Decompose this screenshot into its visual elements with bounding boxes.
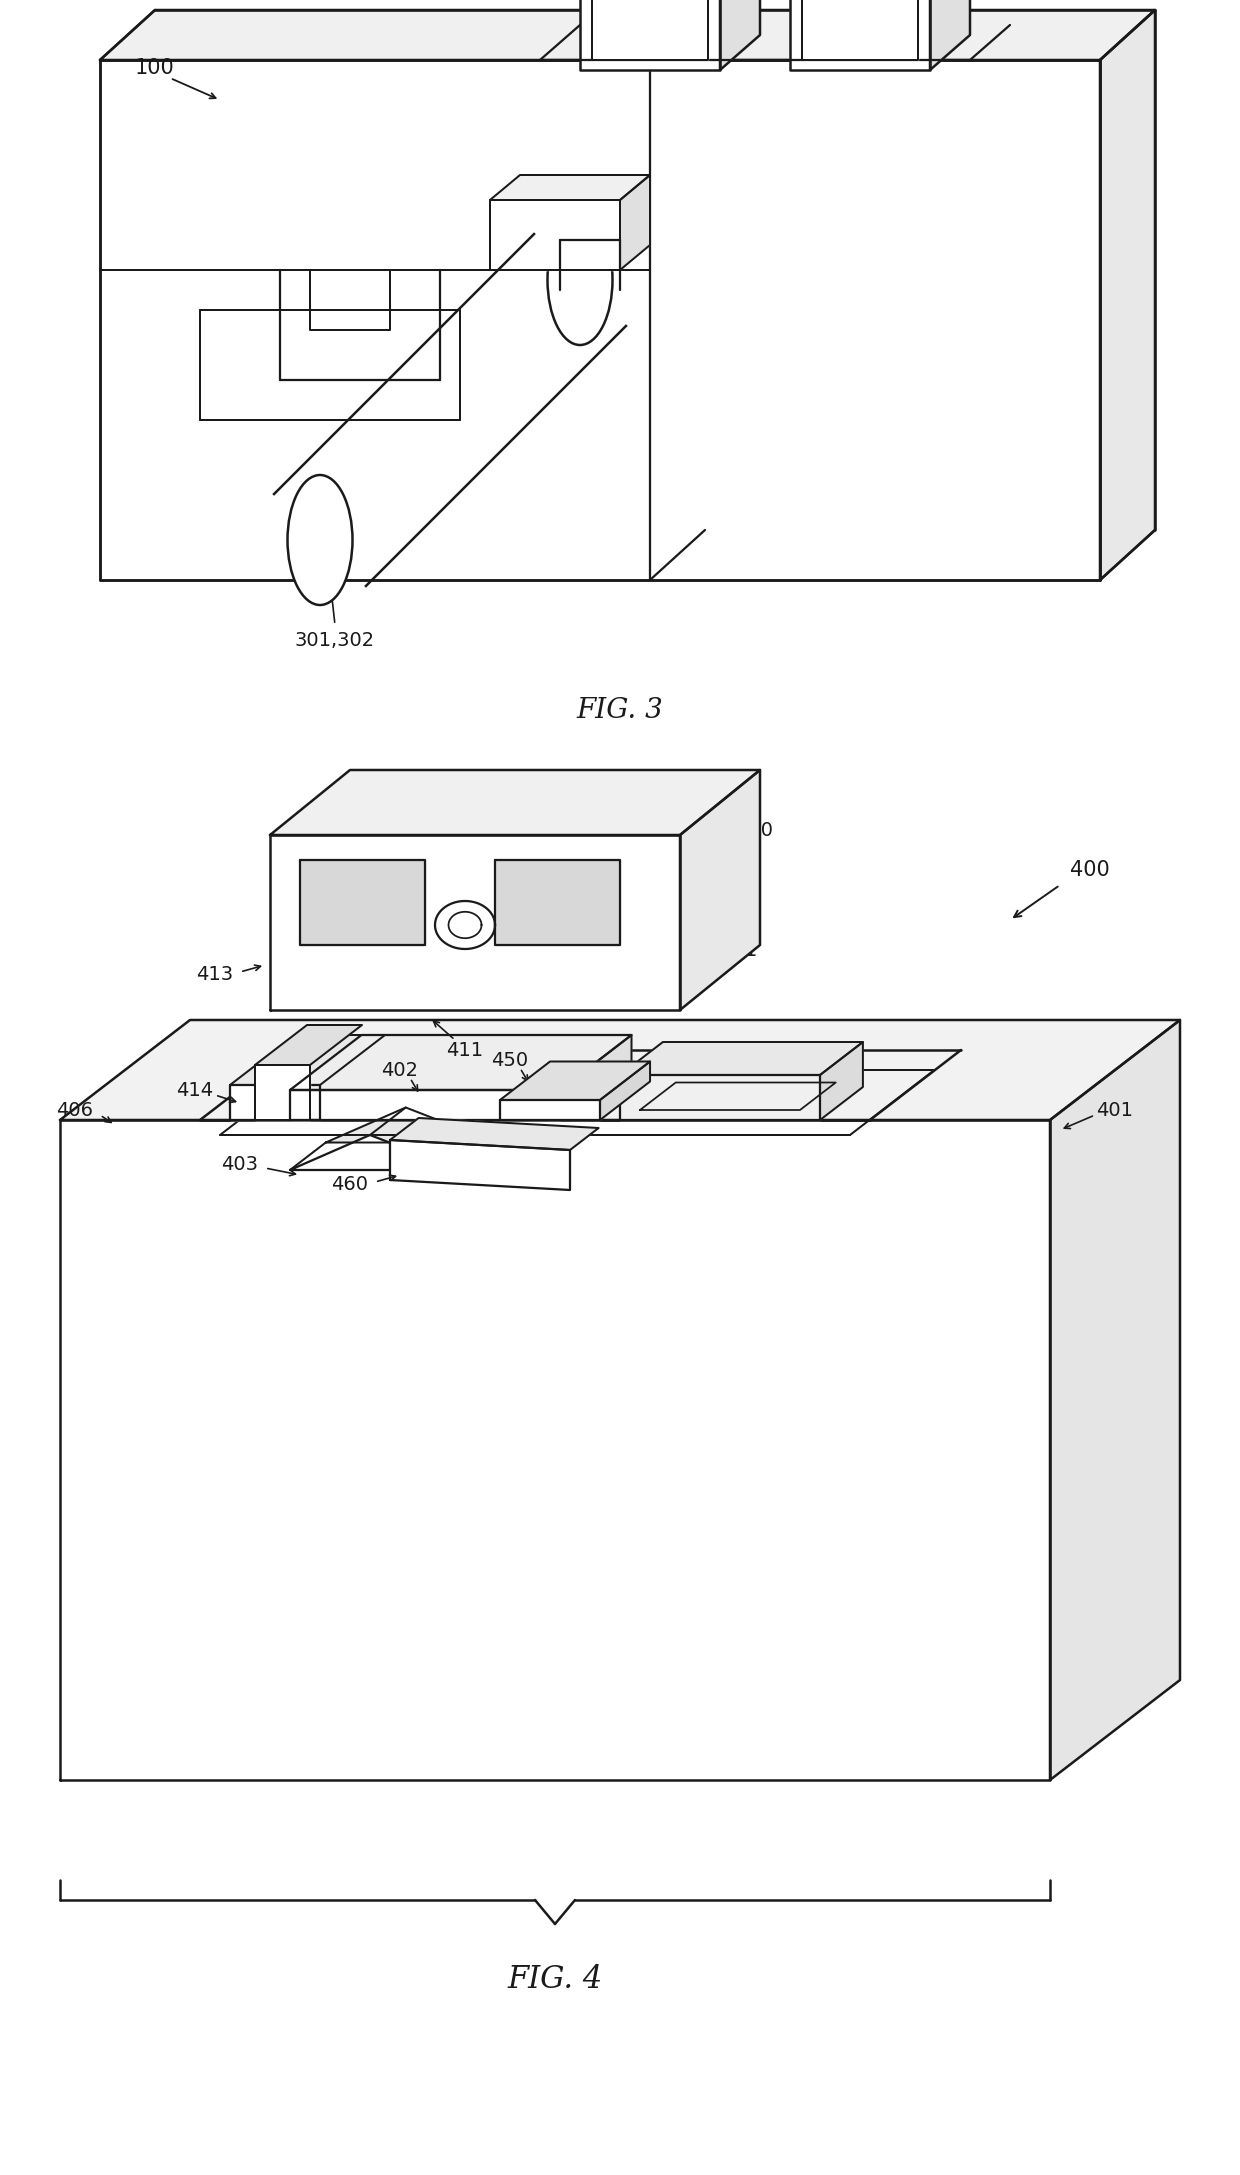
Polygon shape — [255, 1024, 362, 1066]
Polygon shape — [495, 859, 620, 944]
Text: 414: 414 — [176, 1081, 213, 1101]
Text: 413: 413 — [196, 966, 233, 985]
Polygon shape — [500, 1101, 600, 1120]
Ellipse shape — [548, 215, 613, 346]
Polygon shape — [490, 174, 650, 200]
Text: FIG. 3: FIG. 3 — [577, 696, 663, 724]
Polygon shape — [229, 1035, 384, 1085]
Polygon shape — [620, 1074, 820, 1120]
Text: 401: 401 — [1096, 1101, 1133, 1120]
Text: 403: 403 — [222, 1155, 258, 1174]
Text: 451: 451 — [720, 940, 758, 959]
Text: 406: 406 — [57, 1101, 93, 1120]
Polygon shape — [270, 835, 680, 1009]
Ellipse shape — [288, 474, 352, 605]
Polygon shape — [720, 0, 760, 70]
Polygon shape — [300, 859, 425, 944]
Text: 450: 450 — [491, 1051, 528, 1070]
Text: 410: 410 — [737, 820, 774, 840]
Polygon shape — [591, 0, 708, 61]
Polygon shape — [802, 0, 918, 61]
Text: FIG. 4: FIG. 4 — [507, 1964, 603, 1994]
Polygon shape — [680, 770, 760, 1009]
Text: 411: 411 — [446, 1040, 484, 1059]
Polygon shape — [600, 1061, 650, 1120]
Polygon shape — [391, 1140, 570, 1190]
Polygon shape — [560, 1035, 631, 1120]
Text: 400: 400 — [1070, 859, 1110, 881]
Polygon shape — [290, 1090, 560, 1120]
Polygon shape — [270, 770, 760, 835]
Polygon shape — [60, 1020, 1180, 1120]
Polygon shape — [290, 1135, 460, 1170]
Polygon shape — [310, 270, 391, 331]
Polygon shape — [60, 1120, 1050, 1779]
Polygon shape — [620, 1042, 863, 1074]
Polygon shape — [326, 1107, 496, 1142]
Polygon shape — [490, 200, 620, 270]
Polygon shape — [580, 0, 720, 70]
Text: 402: 402 — [382, 1061, 419, 1079]
Polygon shape — [820, 1042, 863, 1120]
Text: 460: 460 — [331, 1174, 368, 1194]
Polygon shape — [500, 1061, 650, 1101]
Text: 301,302: 301,302 — [295, 631, 374, 650]
Text: 100: 100 — [135, 59, 175, 78]
Polygon shape — [100, 61, 1100, 581]
Polygon shape — [790, 0, 930, 70]
Polygon shape — [100, 11, 1154, 61]
Polygon shape — [290, 1035, 631, 1090]
Polygon shape — [391, 1118, 599, 1151]
Polygon shape — [1100, 11, 1154, 581]
Polygon shape — [229, 1085, 320, 1120]
Polygon shape — [620, 174, 650, 270]
Polygon shape — [930, 0, 970, 70]
Polygon shape — [255, 1066, 310, 1120]
Polygon shape — [1050, 1020, 1180, 1779]
